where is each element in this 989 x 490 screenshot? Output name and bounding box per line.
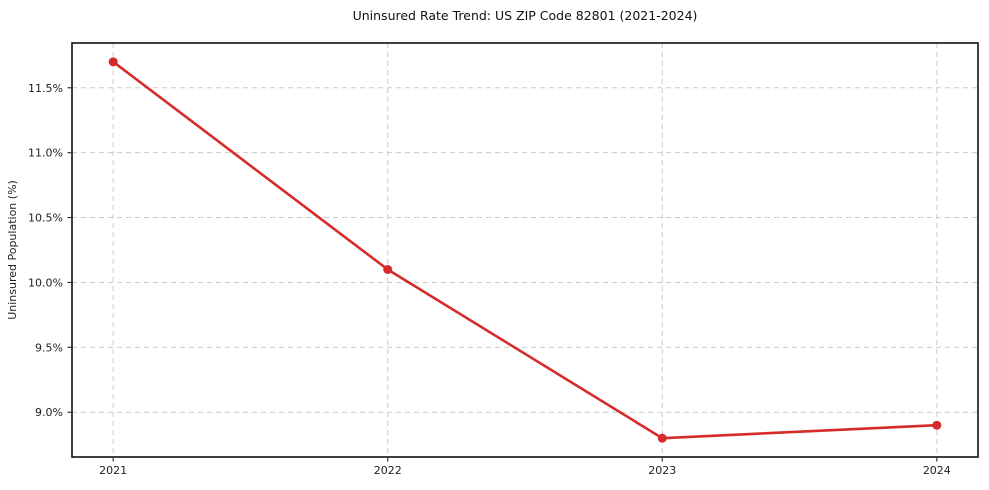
data-point (383, 264, 393, 274)
x-tick-label: 2021 (99, 464, 127, 477)
grid-layer (72, 43, 978, 457)
y-tick-label: 10.5% (28, 212, 63, 225)
y-tick-label: 11.5% (28, 82, 63, 95)
y-tick-label: 10.0% (28, 276, 63, 289)
series-layer (108, 57, 942, 443)
y-tick-label: 9.5% (35, 341, 63, 354)
x-tick-label: 2023 (648, 464, 676, 477)
y-tick-label: 9.0% (35, 406, 63, 419)
data-point (108, 57, 118, 67)
x-tick-label: 2022 (374, 464, 402, 477)
trend-line (111, 60, 939, 440)
y-tick-label: 11.0% (28, 147, 63, 160)
plot-frame (71, 42, 979, 458)
tick-label-layer: 9.0% 9.5% 10.0% 10.5% 11.0% 11.5% 2021 2022 2023… (28, 82, 951, 477)
tick-layer (67, 87, 938, 462)
chart-title: Uninsured Rate Trend: US ZIP Code 82801 … (353, 8, 698, 23)
data-point (932, 420, 942, 430)
data-point (657, 433, 667, 443)
x-tick-label: 2024 (923, 464, 951, 477)
y-axis-label: Uninsured Population (%) (6, 180, 19, 320)
